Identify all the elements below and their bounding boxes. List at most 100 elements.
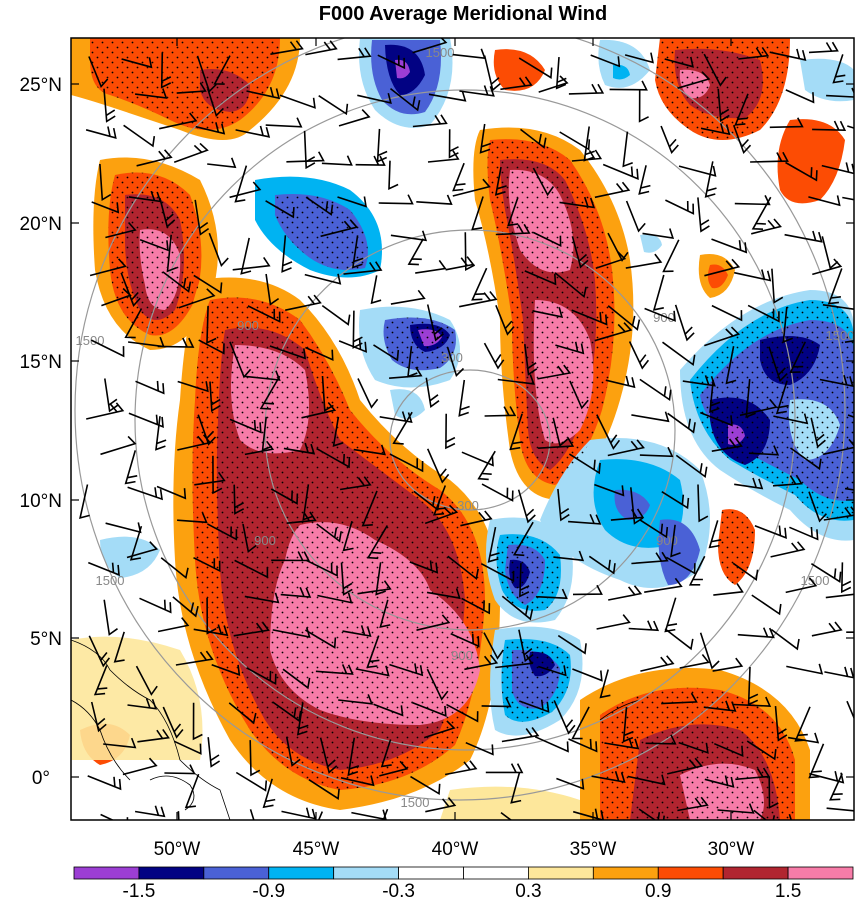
wind-barb xyxy=(390,87,421,112)
wind-barb xyxy=(699,632,720,670)
wind-barb xyxy=(412,114,448,128)
wind-barb xyxy=(538,436,575,449)
wind-barb xyxy=(318,95,349,116)
wind-barb xyxy=(717,803,755,814)
wind-barb xyxy=(808,743,825,779)
wind-barb xyxy=(197,414,217,446)
wind-barb xyxy=(373,344,400,362)
wind-barb xyxy=(452,162,466,192)
wind-barb xyxy=(822,304,854,311)
wind-barb xyxy=(460,510,493,527)
colorbar-swatch xyxy=(333,866,399,880)
wind-barb xyxy=(782,306,793,344)
wind-barb xyxy=(661,491,690,510)
wind-barb xyxy=(412,38,448,54)
wind-barb xyxy=(682,375,716,387)
map-title: F000 Average Meridional Wind xyxy=(319,3,607,25)
wind-barb xyxy=(737,627,775,639)
lon-axis: 50°W 45°W 40°W 35°W 30°W xyxy=(154,38,754,860)
wind-barb xyxy=(282,668,311,690)
colorbar-swatch xyxy=(138,866,205,880)
wind-barb xyxy=(748,445,780,456)
wind-barb xyxy=(351,235,364,269)
wind-barb xyxy=(184,773,200,809)
wind-barb xyxy=(734,477,764,490)
wind-barb xyxy=(315,664,354,675)
wind-barb xyxy=(296,702,309,736)
colorbar-label: 1.5 xyxy=(775,881,801,900)
wind-barb xyxy=(175,650,214,666)
wind-barb xyxy=(485,763,524,774)
wind-barb xyxy=(645,734,677,745)
wind-barb xyxy=(662,341,696,367)
wind-barb xyxy=(206,597,217,635)
wind-barb xyxy=(572,808,604,820)
wind-barb xyxy=(711,304,743,322)
wind-barb xyxy=(568,83,605,95)
wind-barb xyxy=(208,232,229,268)
wind-barb xyxy=(639,378,672,401)
wind-barb xyxy=(265,200,295,219)
wind-barb xyxy=(773,413,809,425)
wind-barb xyxy=(195,122,226,135)
contour-label: 1500 xyxy=(76,333,105,348)
wind-barb xyxy=(209,381,221,413)
wind-barb xyxy=(427,150,460,163)
wind-barb xyxy=(357,580,392,595)
wind-barb xyxy=(232,256,271,271)
wind-barb xyxy=(607,305,641,331)
wind-barb xyxy=(532,231,562,247)
lat-tick-label: 10°N xyxy=(20,491,62,512)
wind-barb xyxy=(270,488,299,505)
wind-barb xyxy=(704,775,735,788)
wind-barb xyxy=(644,307,676,322)
wind-barb xyxy=(785,89,815,104)
wind-barb xyxy=(103,599,118,636)
wind-barb xyxy=(262,778,276,809)
wind-barb xyxy=(246,667,277,686)
lat-tick-label: 15°N xyxy=(20,352,62,373)
wind-barb xyxy=(538,665,567,677)
wind-barb xyxy=(785,577,818,594)
wind-barb xyxy=(596,614,631,630)
wind-barb xyxy=(259,375,281,410)
wind-barb xyxy=(789,341,807,374)
wind-barb xyxy=(739,398,778,417)
wind-barb xyxy=(321,155,353,166)
wind-barb xyxy=(703,53,727,87)
wind-barb xyxy=(532,307,564,318)
wind-barb xyxy=(808,41,839,54)
wind-barb xyxy=(193,624,229,637)
wind-barb xyxy=(703,700,737,712)
wind-barb xyxy=(471,267,488,301)
wind-barb xyxy=(571,309,608,326)
wind-barb xyxy=(206,305,217,344)
wind-barb xyxy=(520,128,547,149)
wind-barb xyxy=(86,402,125,420)
wind-barb xyxy=(631,551,669,565)
wind-barb xyxy=(105,221,137,239)
wind-barb xyxy=(450,632,480,648)
wind-barb xyxy=(103,737,137,749)
wind-barb xyxy=(770,628,800,651)
wind-barb xyxy=(604,737,640,750)
wind-barb xyxy=(704,161,717,198)
wind-barb xyxy=(571,706,590,740)
wind-barb xyxy=(379,599,391,628)
wind-barb xyxy=(337,196,367,208)
wind-barb xyxy=(285,736,301,767)
wind-barb xyxy=(176,82,207,94)
wind-barb xyxy=(415,259,447,274)
wind-barb xyxy=(725,346,737,385)
wind-barb xyxy=(559,131,591,151)
wind-barb xyxy=(338,109,371,127)
wind-barb xyxy=(337,47,372,61)
wind-barb xyxy=(382,808,389,820)
colorbar-swatch xyxy=(722,866,789,880)
wind-barb xyxy=(826,807,854,812)
wind-barb xyxy=(819,374,854,388)
wind-barb xyxy=(556,777,585,790)
wind-barb xyxy=(301,401,337,419)
wind-barb xyxy=(711,238,748,254)
wind-barb xyxy=(733,696,772,707)
